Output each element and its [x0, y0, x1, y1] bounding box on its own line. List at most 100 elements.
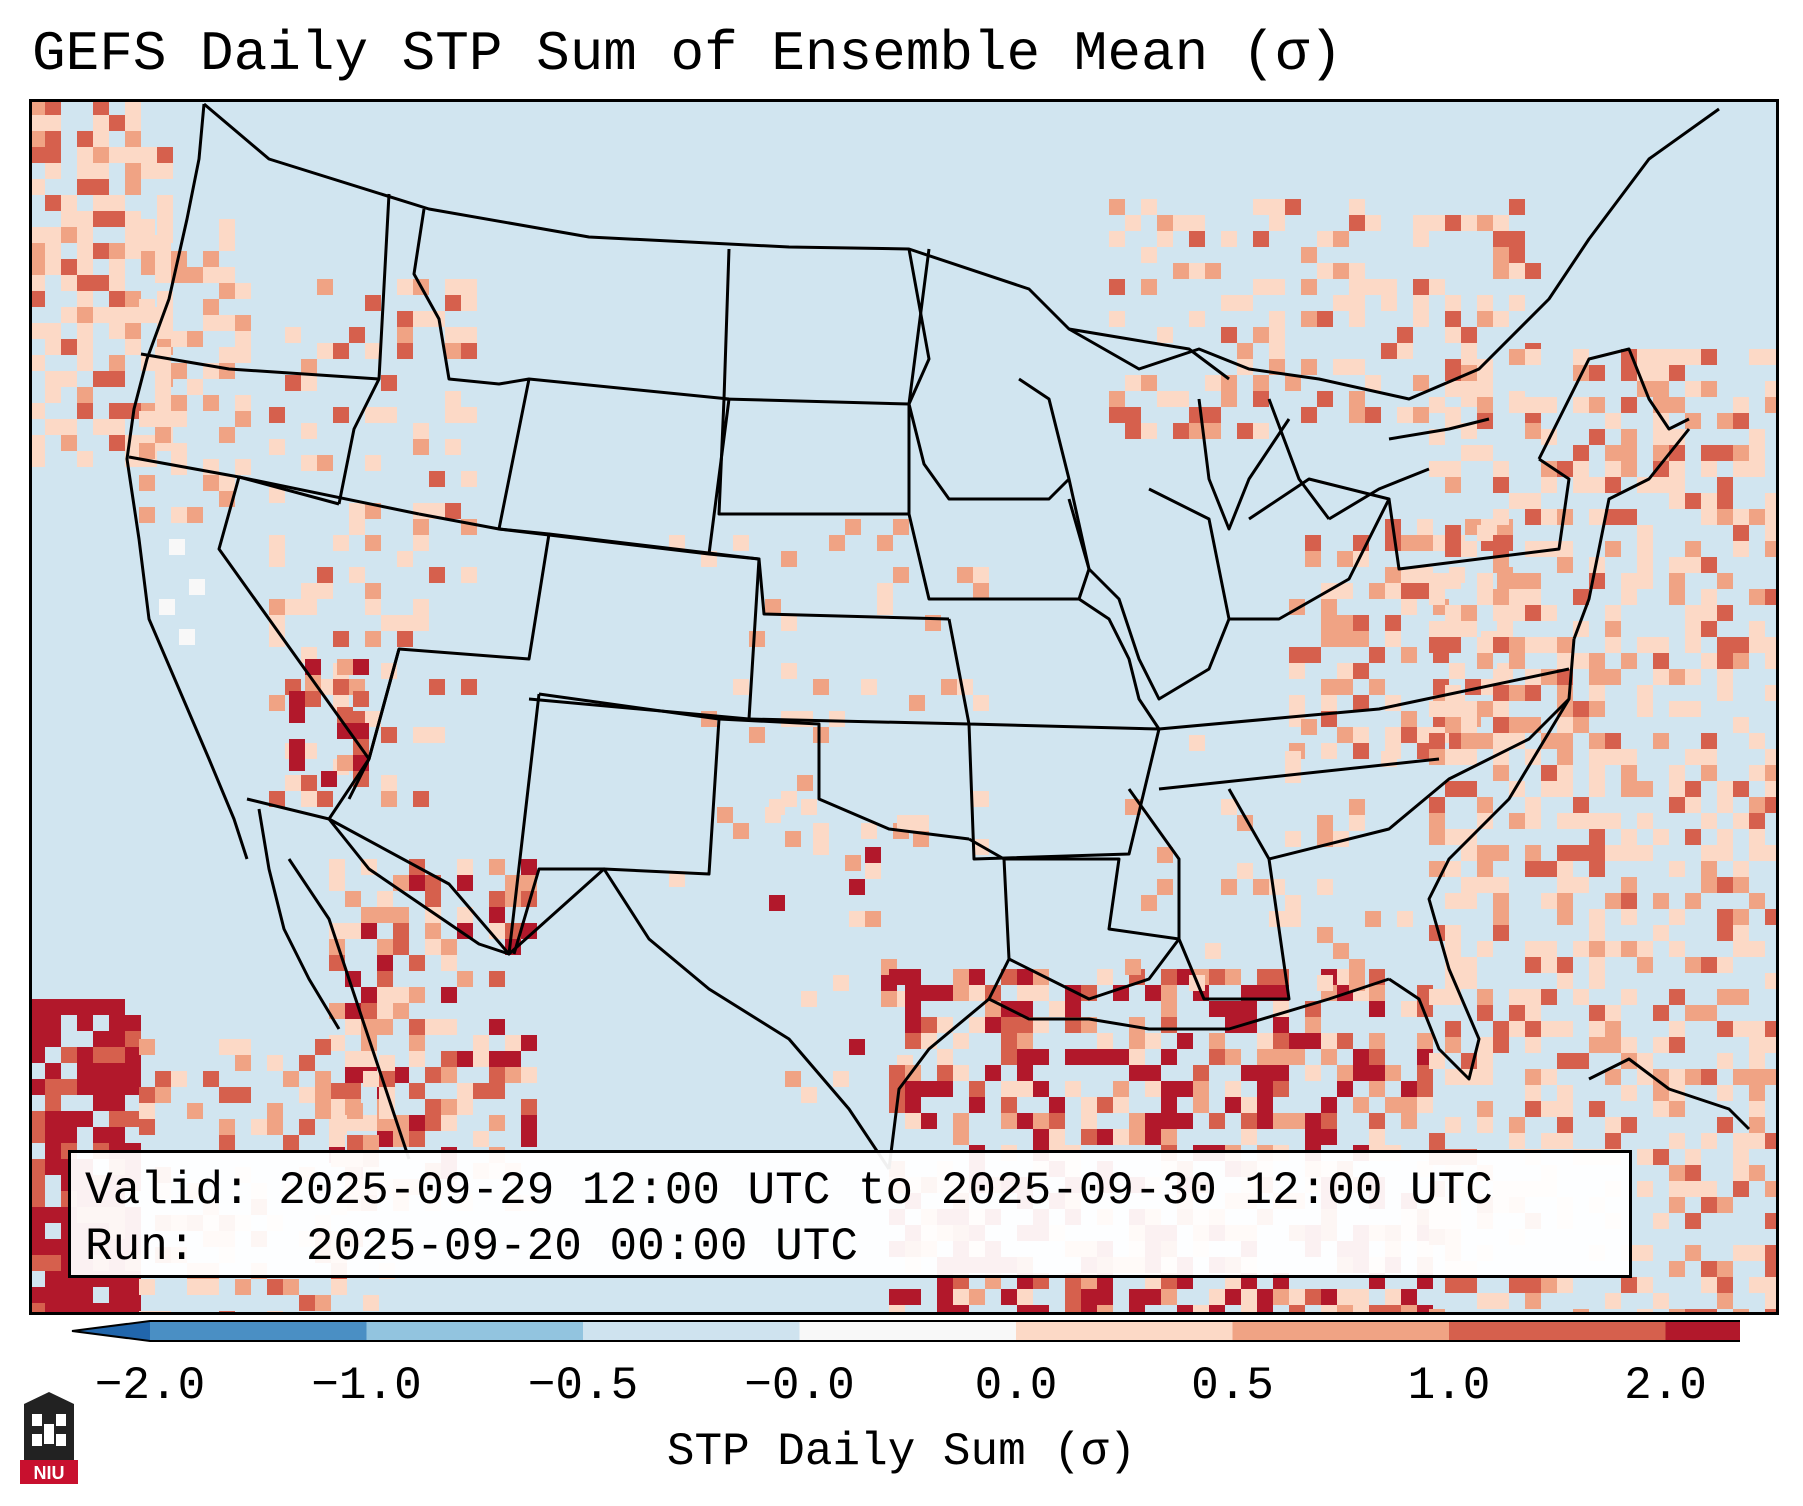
- stp-cell: [379, 1055, 395, 1071]
- stp-cell: [1685, 1069, 1701, 1085]
- stp-cell: [1733, 1133, 1749, 1149]
- stp-cell: [973, 583, 989, 599]
- stp-cell: [1445, 925, 1461, 941]
- stp-cell: [985, 1001, 1001, 1017]
- stp-cell: [1525, 957, 1541, 973]
- stp-cell: [1445, 701, 1461, 717]
- colorbar-bin: [583, 1321, 800, 1341]
- colorbar-bin: [1665, 1321, 1740, 1341]
- stp-cell: [179, 629, 195, 645]
- stp-cell: [1081, 1049, 1097, 1065]
- stp-cell: [1337, 615, 1353, 631]
- stp-cell: [1573, 989, 1589, 1005]
- stp-cell: [1509, 813, 1525, 829]
- stp-cell: [1333, 231, 1349, 247]
- stp-cell: [1525, 797, 1541, 813]
- stp-cell: [941, 679, 957, 695]
- stp-cell: [1237, 423, 1253, 439]
- stp-cell: [1097, 1289, 1113, 1305]
- stp-cell: [1701, 1005, 1717, 1021]
- stp-cell: [1049, 1113, 1065, 1129]
- stp-cell: [29, 1175, 45, 1191]
- stp-cell: [765, 599, 781, 615]
- stp-cell: [441, 1067, 457, 1083]
- stp-cell: [1477, 1005, 1493, 1021]
- stp-cell: [461, 295, 477, 311]
- stp-cell: [1445, 295, 1461, 311]
- stp-cell: [45, 147, 61, 163]
- stp-cell: [1701, 1261, 1717, 1277]
- stp-cell: [155, 427, 171, 443]
- stp-cell: [349, 519, 365, 535]
- stp-cell: [521, 1099, 537, 1115]
- stp-cell: [109, 419, 125, 435]
- stp-cell: [1081, 1305, 1097, 1315]
- stp-cell: [1337, 1289, 1353, 1305]
- stp-cell: [1349, 295, 1365, 311]
- stp-cell: [1653, 1149, 1669, 1165]
- stp-cell: [785, 831, 801, 847]
- stp-cell: [1477, 573, 1493, 589]
- stp-cell: [1049, 1129, 1065, 1145]
- stp-cell: [139, 1279, 155, 1295]
- stp-cell: [1493, 701, 1509, 717]
- caribbean-islands: [1588, 1057, 1751, 1131]
- stp-cell: [381, 775, 397, 791]
- stp-cell: [333, 407, 349, 423]
- stp-cell: [361, 987, 377, 1003]
- stp-cell: [1445, 621, 1461, 637]
- stp-cell: [1493, 1037, 1509, 1053]
- stp-cell: [109, 371, 125, 387]
- stp-cell: [77, 275, 93, 291]
- logo-text: NIU: [34, 1463, 65, 1483]
- stp-cell: [1669, 573, 1685, 589]
- stp-cell: [1369, 1129, 1385, 1145]
- stp-cell: [1509, 1277, 1525, 1293]
- stp-cell: [1321, 599, 1337, 615]
- stp-cell: [1605, 893, 1621, 909]
- stp-cell: [1241, 1001, 1257, 1017]
- stp-cell: [1669, 941, 1685, 957]
- stp-cell: [349, 567, 365, 583]
- stp-cell: [937, 1081, 953, 1097]
- stp-cell: [93, 1095, 109, 1111]
- stp-cell: [1173, 263, 1189, 279]
- stp-cell: [1305, 535, 1321, 551]
- stp-cell: [1637, 1053, 1653, 1069]
- stp-cell: [1477, 525, 1493, 541]
- stp-cell: [1161, 1049, 1177, 1065]
- stp-cell: [1621, 749, 1637, 765]
- stp-cell: [45, 1159, 61, 1175]
- stp-cell: [1749, 797, 1765, 813]
- stp-cell: [1589, 957, 1605, 973]
- stp-cell: [45, 387, 61, 403]
- stp-cell: [1557, 733, 1573, 749]
- stp-cell: [1369, 679, 1385, 695]
- stp-cell: [1445, 941, 1461, 957]
- stp-cell: [1461, 381, 1477, 397]
- stp-cell: [1541, 1101, 1557, 1117]
- stp-cell: [1109, 199, 1125, 215]
- stp-cell: [1301, 407, 1317, 423]
- stp-cell: [1253, 279, 1269, 295]
- stp-cell: [1621, 461, 1637, 477]
- stp-cell: [1685, 669, 1701, 685]
- stp-cell: [1557, 557, 1573, 573]
- stp-cell: [1749, 845, 1765, 861]
- stp-cell: [1125, 215, 1141, 231]
- stp-cell: [1765, 1133, 1779, 1149]
- stp-cell: [1381, 279, 1397, 295]
- stp-cell: [1493, 1293, 1509, 1309]
- stp-cell: [269, 487, 285, 503]
- stp-cell: [1509, 397, 1525, 413]
- stp-cell: [1605, 413, 1621, 429]
- stp-cell: [363, 1135, 379, 1151]
- stp-cell: [1445, 215, 1461, 231]
- stp-cell: [905, 969, 921, 985]
- stp-cell: [77, 1063, 93, 1079]
- stp-cell: [1349, 959, 1365, 975]
- stp-cell: [1445, 781, 1461, 797]
- stp-cell: [235, 1055, 251, 1071]
- stp-cell: [349, 503, 365, 519]
- stp-cell: [1509, 685, 1525, 701]
